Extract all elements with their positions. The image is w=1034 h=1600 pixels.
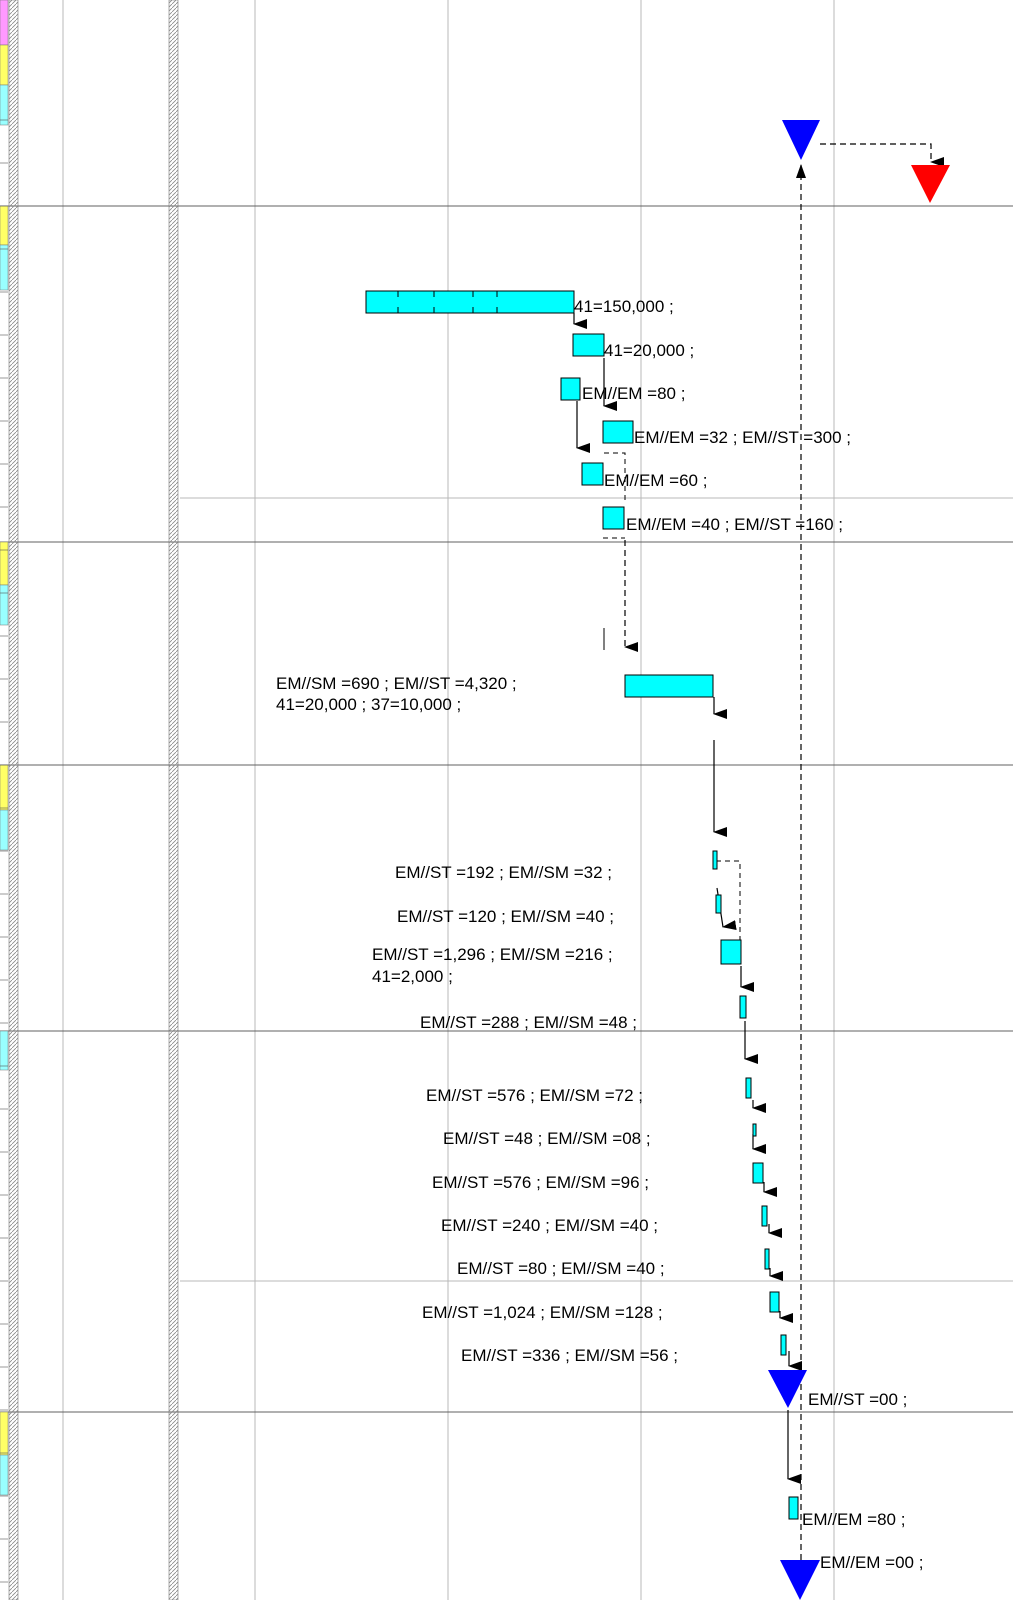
task-label-t4: EM//EM =32 ; EM//ST =300 ; (634, 428, 851, 447)
milestone-label-m2: EM//EM =00 ; (820, 1553, 923, 1572)
task-bar-13 (752, 1123, 757, 1137)
mid-hatched-strip (168, 0, 179, 1600)
left-color-band-5 (0, 541, 9, 586)
task-label-t16: EM//ST =80 ; EM//SM =40 ; (457, 1259, 665, 1278)
task-label-t14: EM//ST =576 ; EM//SM =96 ; (432, 1173, 649, 1192)
milestone-end-top (911, 165, 950, 203)
task-label-t10: EM//ST =1,296 ; EM//SM =216 ; (372, 945, 613, 964)
task-bar-17 (769, 1291, 780, 1313)
milestone-m2 (780, 1560, 820, 1600)
task-bar-18 (780, 1334, 787, 1356)
task-bar-7 (624, 674, 714, 698)
task-label-t7-line2: 41=20,000 ; 37=10,000 ; (276, 695, 461, 714)
dependency-arrow-milestones (820, 143, 944, 167)
dependency-dashed-t8 (716, 860, 741, 940)
task-bar-2 (572, 333, 605, 357)
task-label-t9: EM//ST =120 ; EM//SM =40 ; (397, 907, 614, 926)
task-bar-9 (715, 894, 722, 914)
task-bar-8 (712, 850, 718, 870)
task-label-t2: 41=20,000 ; (604, 341, 694, 360)
task-bar-19 (788, 1496, 799, 1520)
task-bar-11 (739, 995, 747, 1019)
left-panel (0, 0, 179, 1600)
task-bar-6 (602, 506, 625, 530)
left-color-band-10 (0, 1411, 9, 1456)
left-color-band-8 (0, 809, 9, 851)
milestone-start-top (782, 120, 820, 160)
task-bar-16 (764, 1248, 770, 1270)
dependency-dashed-t4 (604, 452, 626, 500)
task-bar-3 (560, 377, 581, 401)
left-color-band-4 (0, 244, 9, 291)
task-label-t8: EM//ST =192 ; EM//SM =32 ; (395, 863, 612, 882)
task-bar-12 (745, 1077, 752, 1099)
left-color-band-0 (0, 0, 9, 46)
task-bar-15 (761, 1205, 768, 1227)
task-label-t13: EM//ST =48 ; EM//SM =08 ; (443, 1129, 651, 1148)
task-bars (365, 120, 950, 1600)
task-label-t1: 41=150,000 ; (574, 297, 674, 316)
task-label-t3: EM//EM =80 ; (582, 384, 685, 403)
task-bar-10 (720, 939, 742, 965)
task-label-t17: EM//ST =1,024 ; EM//SM =128 ; (422, 1303, 663, 1322)
left-color-band-6 (0, 584, 9, 626)
task-label-t11: EM//ST =288 ; EM//SM =48 ; (420, 1013, 637, 1032)
left-color-band-7 (0, 764, 9, 811)
left-color-band-9 (0, 1030, 9, 1071)
milestone-m1 (768, 1370, 807, 1408)
left-color-band-1 (0, 44, 9, 86)
left-hatched-strip (8, 0, 19, 1600)
task-label-t12: EM//ST =576 ; EM//SM =72 ; (426, 1086, 643, 1105)
task-bar-1 (365, 290, 575, 314)
task-bar-5 (581, 462, 604, 486)
task-label-t7: EM//SM =690 ; EM//ST =4,320 ; (276, 674, 517, 693)
task-label-t18: EM//ST =336 ; EM//SM =56 ; (461, 1346, 678, 1365)
task-label-t6: EM//EM =40 ; EM//ST =160 ; (626, 515, 843, 534)
task-label-t15: EM//ST =240 ; EM//SM =40 ; (441, 1216, 658, 1235)
left-color-band-11 (0, 1454, 9, 1496)
task-bar-14 (752, 1162, 764, 1184)
task-bar-4 (602, 420, 634, 444)
milestone-label-m1: EM//ST =00 ; (808, 1390, 907, 1409)
task-label-t10-line2: 41=2,000 ; (372, 967, 453, 986)
task-label-t5: EM//EM =60 ; (604, 471, 707, 490)
task-labels: 41=150,000 ; 41=20,000 ; EM//EM =80 ; EM… (276, 297, 923, 1572)
dependency-links (573, 143, 944, 1590)
left-color-band-2 (0, 84, 9, 126)
left-color-band-3 (0, 205, 9, 246)
task-label-t19: EM//EM =80 ; (802, 1510, 905, 1529)
